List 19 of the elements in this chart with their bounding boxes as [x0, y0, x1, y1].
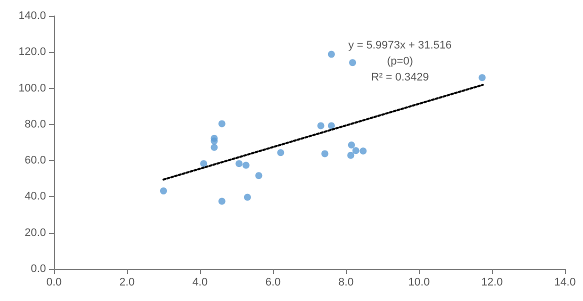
x-tick-label: 12.0 — [481, 276, 503, 288]
y-tick-label: 140.0 — [18, 10, 46, 22]
y-tick-label: 120.0 — [18, 46, 46, 58]
y-tick-label: 80.0 — [24, 118, 46, 130]
y-tick-label: 20.0 — [24, 226, 46, 239]
x-tick-label: 2.0 — [119, 276, 135, 288]
annotation: R² = 0.3429 — [371, 72, 429, 84]
y-tick-label: 0.0 — [30, 263, 46, 275]
x-tick-label: 6.0 — [265, 276, 281, 288]
y-tick-label: 60.0 — [24, 154, 46, 167]
y-tick-label: 100.0 — [18, 82, 46, 94]
annotation: (p=0) — [387, 56, 413, 68]
x-tick-label: 4.0 — [192, 276, 208, 288]
y-tick-label: 40.0 — [24, 190, 46, 203]
x-tick-label: 10.0 — [408, 276, 430, 288]
x-tick-label: 0.0 — [46, 276, 62, 288]
x-tick-label: 14.0 — [554, 276, 576, 288]
x-tick-label: 8.0 — [338, 276, 354, 288]
annotation: y = 5.9973x + 31.516 — [348, 40, 452, 52]
